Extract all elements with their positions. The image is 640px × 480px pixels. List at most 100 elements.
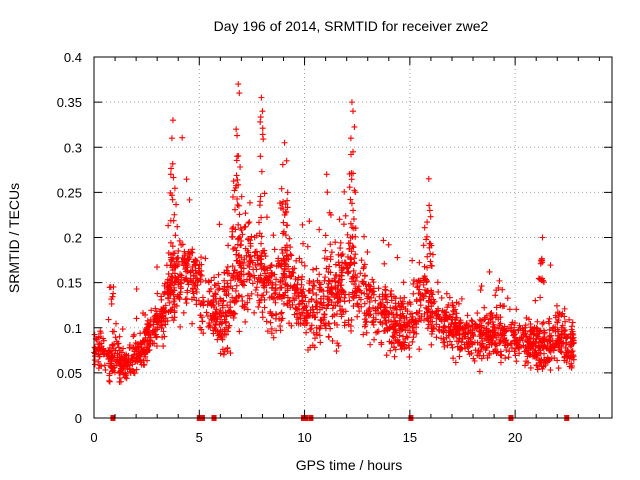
data-point [358,303,365,310]
data-point [216,310,223,317]
data-point [146,330,153,337]
data-point [334,290,341,297]
data-point [178,280,185,287]
data-point [182,296,189,303]
data-point [311,344,318,351]
data-point [193,288,200,295]
data-point [438,294,445,301]
data-point [519,327,526,334]
data-point [189,246,196,253]
data-point [522,362,529,369]
data-point [112,334,119,341]
data-point [435,326,442,333]
data-point [203,309,210,316]
data-point [116,375,123,382]
data-point [326,278,333,285]
data-point [450,355,457,362]
data-point [256,299,263,306]
data-point [289,269,296,276]
data-point [421,224,428,231]
data-point [493,350,500,357]
data-point [321,311,328,318]
data-point [401,294,408,301]
data-point [191,282,198,289]
data-point [406,353,413,360]
data-point [413,321,420,328]
data-point [274,294,281,301]
data-point [113,338,120,345]
data-point [224,263,231,270]
data-point [253,266,260,273]
data-point [225,307,232,314]
data-point [527,320,534,327]
data-point [164,279,171,286]
data-point [108,300,115,307]
data-point [329,305,336,312]
data-point [170,284,177,291]
data-point [427,258,434,265]
data-point [552,314,559,321]
data-point [502,355,509,362]
data-point [264,328,271,335]
data-point [474,310,481,317]
data-point [197,271,204,278]
data-point [238,193,245,200]
data-point [387,325,394,332]
data-point [367,341,374,348]
data-point [175,261,182,268]
data-point [406,342,413,349]
data-point [425,297,432,304]
data-point [258,94,265,101]
data-point [398,304,405,311]
data-point [534,362,541,369]
data-point [247,253,254,260]
data-point [295,306,302,313]
data-point [341,322,348,329]
data-point [550,341,557,348]
data-point [503,347,510,354]
data-point [229,193,236,200]
data-point [242,210,249,217]
data-point [400,279,407,286]
data-point [109,342,116,349]
data-point [248,233,255,240]
data-point [187,269,194,276]
data-point [293,257,300,264]
data-point [91,344,98,351]
data-point [433,321,440,328]
data-point [339,250,346,257]
data-point [306,218,313,225]
data-point [131,331,138,338]
data-point [166,299,173,306]
data-point [328,299,335,306]
data-point [353,274,360,281]
data-point [394,320,401,327]
data-point [347,135,354,142]
data-point [417,302,424,309]
data-point [414,310,421,317]
x-tick-labels: 0 5 10 15 20 [90,430,522,445]
data-point [457,344,464,351]
data-point [465,323,472,330]
data-point [117,369,124,376]
data-point [357,296,364,303]
data-point [169,274,176,281]
data-point [110,367,117,374]
data-point [428,289,435,296]
data-point [280,292,287,299]
data-point [338,311,345,318]
data-point [421,263,428,270]
data-point [481,304,488,311]
data-point [522,344,529,351]
data-point [220,310,227,317]
data-point [210,327,217,334]
data-point [279,250,286,257]
data-point [97,330,104,337]
data-point [447,314,454,321]
data-point [357,270,364,277]
data-point [322,274,329,281]
data-point [193,297,200,304]
data-point [335,298,342,305]
data-point [177,271,184,278]
data-point [299,273,306,280]
